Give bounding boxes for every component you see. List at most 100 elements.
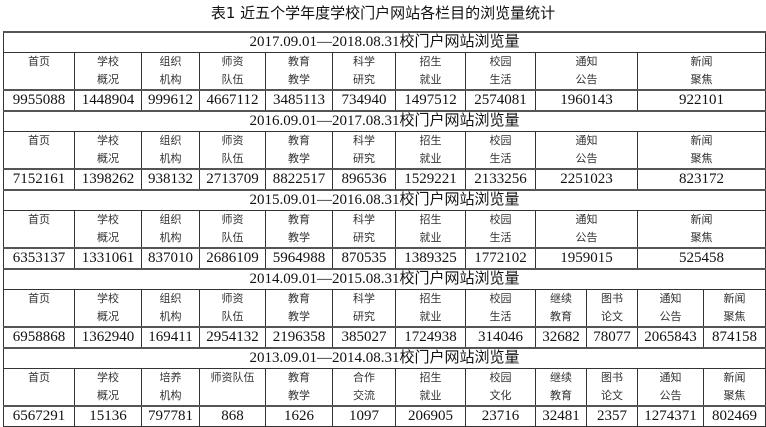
- column-label: 招生 就业: [395, 131, 466, 170]
- column-label-line: 队伍: [221, 231, 244, 244]
- column-label-line: 公告: [659, 389, 682, 402]
- column-label: 继续 教育: [535, 289, 587, 328]
- column-label-line: 生活: [489, 152, 512, 165]
- pageview-value: 1529221: [395, 168, 466, 191]
- column-label-line: 新闻: [723, 371, 746, 384]
- column-label-line: 新闻: [690, 134, 713, 147]
- column-label: 新闻 聚焦: [636, 52, 766, 91]
- pageview-value: 1097: [332, 405, 396, 427]
- column-label-line: 概况: [97, 389, 119, 402]
- column-label-line: 研究: [353, 73, 375, 86]
- pageview-value: 2065843: [637, 326, 704, 349]
- column-label-line: 师资: [221, 55, 244, 68]
- column-label: 学校 概况: [74, 210, 142, 249]
- column-label-line: 首页: [28, 371, 50, 384]
- column-label: 新闻 聚焦: [636, 210, 766, 249]
- column-label-line: 论文: [601, 389, 623, 402]
- pageview-value: 4667112: [199, 89, 266, 112]
- pageview-value: 2251023: [535, 168, 638, 191]
- column-label-line: 师资: [221, 134, 244, 147]
- column-label-line: 研究: [353, 310, 375, 323]
- column-label-line: 概况: [97, 152, 119, 165]
- pageview-value: 5964988: [265, 247, 333, 270]
- column-label-line: 教育: [288, 55, 310, 68]
- column-label-line: 公告: [575, 231, 598, 244]
- column-label-line: [5, 308, 74, 326]
- pageview-value: 999612: [141, 89, 200, 112]
- column-label-line: 机构: [159, 73, 182, 86]
- column-label-line: 通知: [575, 134, 598, 147]
- column-label-line: 科学: [353, 55, 375, 68]
- period-row: 2015.09.01—2016.08.31校门户网站浏览量: [2, 189, 766, 211]
- column-label: 科学 研究: [332, 289, 396, 328]
- column-label-line: 组织: [159, 134, 182, 147]
- pageview-value: 169411: [141, 326, 200, 349]
- column-label-line: 论文: [601, 310, 623, 323]
- column-label-line: 图书: [601, 371, 623, 384]
- pageview-value: 1772102: [465, 247, 536, 270]
- pageview-value: 734940: [332, 89, 396, 112]
- column-label: 首页: [3, 131, 75, 170]
- column-label-line: 学校: [97, 371, 119, 384]
- column-label: 校园 生活: [465, 131, 536, 170]
- column-label-line: 就业: [419, 310, 442, 323]
- column-label: 图书 论文: [586, 368, 638, 407]
- column-label-line: 文化: [489, 389, 512, 402]
- column-label: 新闻 聚焦: [636, 131, 766, 170]
- column-label: 首页: [3, 210, 75, 249]
- column-label: 通知 公告: [535, 131, 638, 170]
- column-label-line: 就业: [419, 231, 442, 244]
- column-label-line: 生活: [489, 231, 512, 244]
- column-label: 培养 机构: [141, 368, 200, 407]
- column-label-line: 招生: [419, 292, 442, 305]
- period-header: 2016.09.01—2017.08.31校门户网站浏览量: [2, 110, 766, 132]
- column-label: 通知 公告: [637, 289, 704, 328]
- column-label: 师资队伍: [199, 210, 266, 249]
- column-label-line: 校园: [489, 292, 512, 305]
- column-label: 首页: [3, 52, 75, 91]
- pageview-value: 9955088: [3, 89, 75, 112]
- column-label-line: 机构: [159, 231, 182, 244]
- column-label-line: 首页: [28, 134, 50, 147]
- period-row: 2013.09.01—2014.08.31校门户网站浏览量: [2, 347, 766, 369]
- value-row: 6567291 15136 797781 868 1626 1097 206905 23716…: [3, 405, 766, 427]
- column-label-line: 校园: [489, 213, 512, 226]
- column-label-line: 学校: [97, 134, 119, 147]
- column-label-line: 机构: [159, 310, 182, 323]
- column-label: 教育 教学: [265, 210, 333, 249]
- column-label-row: 首页 学校 概况 培养 机构 师资队伍 教育 教学 合作 交流 招生 就业 校园 文化 继续 教育 图书 论文 通知…: [3, 368, 766, 407]
- column-label-line: 通知: [575, 55, 598, 68]
- pageview-value: 314046: [465, 326, 536, 349]
- pageview-value: 802469: [702, 405, 766, 427]
- column-label-line: 新闻: [690, 213, 713, 226]
- column-label-line: 新闻: [690, 55, 713, 68]
- column-label: 教育 教学: [265, 52, 333, 91]
- column-label-line: 就业: [419, 152, 442, 165]
- column-label-line: 教学: [288, 389, 310, 402]
- column-label-line: 公告: [575, 152, 598, 165]
- column-label-line: 通知: [575, 213, 598, 226]
- column-label: 校园 文化: [465, 368, 536, 407]
- column-label-line: 教学: [288, 73, 310, 86]
- pageview-value: 6958868: [3, 326, 75, 349]
- pageview-value: 797781: [141, 405, 200, 427]
- pageview-value: 1389325: [395, 247, 466, 270]
- period-row: 2017.09.01—2018.08.31校门户网站浏览量: [2, 31, 766, 53]
- column-label-line: 聚焦: [723, 389, 746, 402]
- column-label-line: 学校: [97, 292, 119, 305]
- pageview-value: 823172: [636, 168, 766, 191]
- period-header: 2017.09.01—2018.08.31校门户网站浏览量: [2, 31, 766, 53]
- column-label: 科学 研究: [332, 210, 396, 249]
- pageview-value: 7152161: [3, 168, 75, 191]
- column-label-line: 科学: [353, 292, 375, 305]
- pageview-value: 6567291: [3, 405, 75, 427]
- column-label: 继续 教育: [535, 368, 587, 407]
- column-label-row: 首页 学校 概况 组织 机构 师资 队伍 教育 教学 科学 研究 招生 就业 校园 生活 通知 公告 新闻 聚焦: [3, 52, 766, 91]
- column-label: 新闻 聚焦: [702, 289, 766, 328]
- column-label-line: 组织: [159, 55, 182, 68]
- column-label-line: 继续: [550, 292, 572, 305]
- column-label-line: [5, 229, 74, 247]
- pageview-value: 1398262: [74, 168, 142, 191]
- column-label-line: 机构: [159, 152, 182, 165]
- pageview-value: 1331061: [74, 247, 142, 270]
